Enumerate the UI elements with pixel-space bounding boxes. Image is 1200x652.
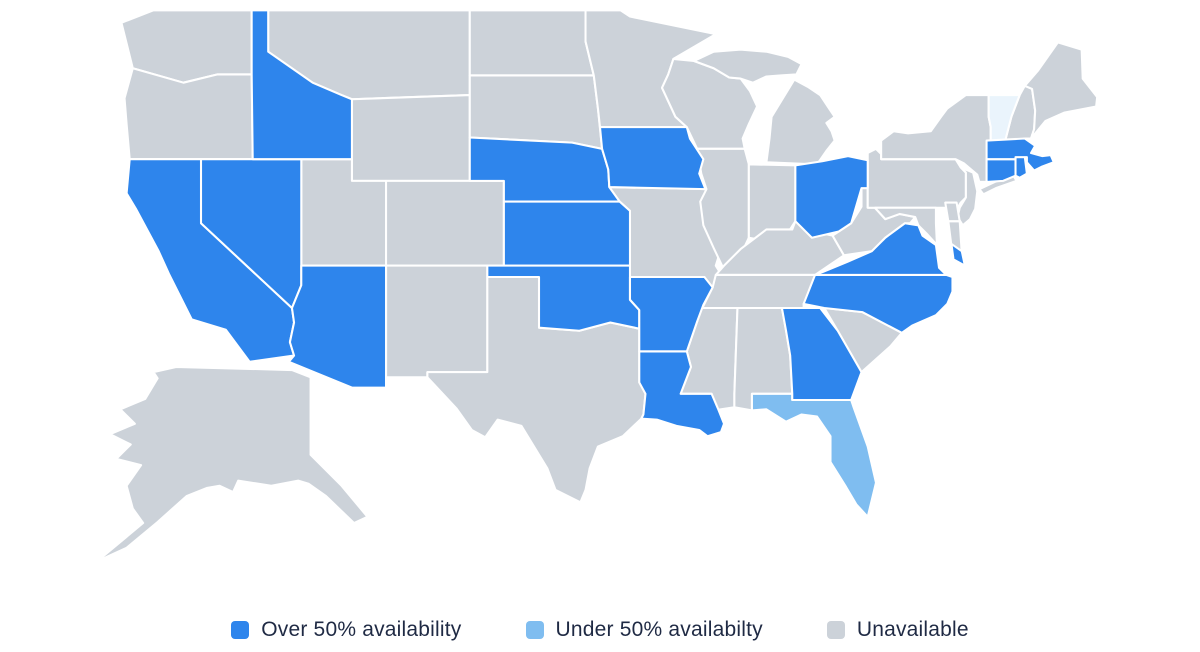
state-new-mexico [385,264,489,379]
us-map-svg [92,9,1099,566]
legend-swatch-unavailable-icon [826,621,845,639]
state-maine [1023,41,1099,140]
state-michigan-upper-peninsula [693,48,803,84]
state-georgia [780,306,863,402]
legend: Over 50% availability Under 50% availabi… [0,618,1200,642]
state-nebraska [468,136,621,203]
state-arkansas [628,275,714,353]
state-delaware [944,201,961,223]
state-new-jersey [956,166,979,227]
legend-item-over-50: Over 50% availability [231,618,461,642]
state-florida [750,392,878,518]
state-virginia [813,222,966,276]
state-wyoming [350,94,471,182]
legend-item-under-50: Under 50% availabilty [525,618,763,642]
state-arizona [287,264,388,389]
legend-label-under-50: Under 50% availabilty [555,618,763,641]
state-michigan [765,78,836,166]
legend-swatch-over-50-icon [231,621,250,639]
legend-item-unavailable: Unavailable [826,618,969,642]
legend-label-unavailable: Unavailable [856,618,969,641]
state-alaska [92,365,369,566]
state-colorado [385,179,505,267]
state-ohio [794,155,869,239]
state-louisiana [638,350,726,438]
state-iowa [598,126,707,191]
state-rhode-island [1014,156,1028,179]
state-idaho [250,9,353,161]
us-availability-map [92,9,1099,566]
state-connecticut [985,158,1017,183]
legend-swatch-under-50-icon [525,621,544,639]
state-north-carolina [802,273,954,334]
state-oregon [123,67,254,161]
state-kansas [502,200,632,267]
state-north-dakota [468,9,595,77]
legend-label-over-50: Over 50% availability [261,618,462,641]
state-massachusetts [985,137,1055,172]
